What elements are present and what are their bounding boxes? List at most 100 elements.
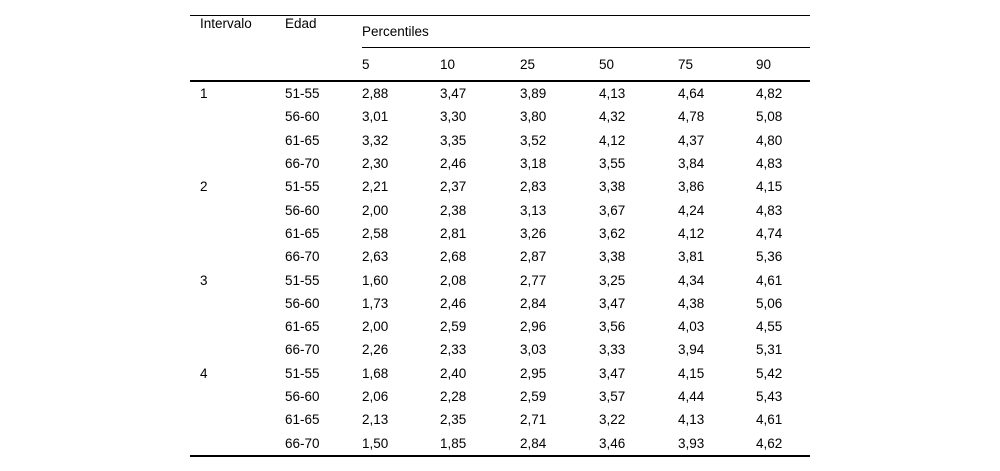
column-header-intervalo: Intervalo [190,15,285,82]
table-row: 66-70 1,50 1,85 2,84 3,46 3,93 4,62 [190,431,810,455]
p75-cell: 3,94 [678,342,705,358]
p90-cell: 4,61 [756,412,783,428]
p75-cell: 4,24 [678,202,705,218]
p25-cell: 2,59 [520,389,547,404]
p75-cell: 4,37 [678,132,705,148]
p10-cell: 2,46 [440,156,467,172]
percentiles-table-container: Intervalo Edad Percentiles 5 10 25 50 75… [190,15,811,457]
edad-cell: 51-55 [285,86,320,102]
p50-cell: 3,55 [599,156,626,172]
table-row: 56-60 2,06 2,28 2,59 3,57 4,44 5,43 [190,385,810,408]
edad-cell: 51-55 [285,179,320,195]
edad-cell: 66-70 [285,156,320,172]
p5-cell: 2,26 [362,342,389,358]
interval-cell: 1 [200,86,208,102]
edad-cell: 56-60 [285,295,320,311]
p75-cell: 4,38 [678,295,705,311]
p50-cell: 3,22 [599,412,626,428]
p90-cell: 4,83 [756,202,783,218]
table-row: 3 51-55 1,60 2,08 2,77 3,25 4,34 4,61 [190,268,810,291]
edad-cell: 61-65 [285,319,320,335]
table-body: 1 51-55 2,88 3,47 3,89 4,13 4,64 4,82 56-60 3,01 3… [190,81,810,456]
table-row: 56-60 3,01 3,30 3,80 4,32 4,78 5,08 [190,105,810,128]
interval-cell [190,292,285,315]
p25-cell: 3,03 [520,342,547,358]
table-row: 61-65 2,58 2,81 3,26 3,62 4,12 4,74 [190,222,810,245]
p5-cell: 1,50 [362,435,389,451]
p5-cell: 2,63 [362,249,389,265]
p5-cell: 2,88 [362,86,389,102]
p75-cell: 3,81 [678,249,705,265]
p50-cell: 3,38 [599,249,626,265]
column-header-p25: 25 [520,47,599,82]
p90-cell: 4,80 [756,132,783,148]
p25-cell: 2,71 [520,412,547,428]
p90-cell: 4,82 [756,86,783,102]
column-header-p75: 75 [678,47,756,82]
p10-cell: 2,59 [440,319,467,335]
interval-cell: 4 [200,365,208,381]
p90-cell: 4,55 [756,319,783,335]
p25-cell: 3,89 [520,86,547,102]
p25-cell: 2,95 [520,365,547,381]
p10-cell: 2,28 [440,389,467,404]
p50-cell: 4,32 [599,109,626,125]
interval-cell [190,431,285,455]
p90-cell: 4,83 [756,156,783,172]
p10-cell: 2,37 [440,179,467,195]
p10-cell: 2,68 [440,249,467,265]
p90-cell: 5,36 [756,249,783,265]
p25-cell: 2,83 [520,179,547,195]
edad-cell: 56-60 [285,109,320,125]
p5-cell: 2,21 [362,179,389,195]
p50-cell: 3,33 [599,342,626,358]
p10-cell: 2,46 [440,295,467,311]
p25-cell: 3,52 [520,132,547,148]
p25-cell: 2,87 [520,249,547,265]
p5-cell: 2,13 [362,412,389,428]
p75-cell: 4,78 [678,109,705,125]
column-header-edad: Edad [285,15,362,82]
p50-cell: 3,62 [599,225,626,241]
p90-cell: 4,61 [756,272,783,288]
interval-cell [190,222,285,245]
edad-cell: 66-70 [285,342,320,358]
p75-cell: 3,93 [678,435,705,451]
table-row: 61-65 3,32 3,35 3,52 4,12 4,37 4,80 [190,129,810,152]
p10-cell: 2,40 [440,365,467,381]
edad-cell: 66-70 [285,435,320,451]
percentiles-table: Intervalo Edad Percentiles 5 10 25 50 75… [190,15,811,457]
edad-cell: 61-65 [285,412,320,428]
column-group-header-percentiles: Percentiles [362,15,811,48]
table-row: 56-60 1,73 2,46 2,84 3,47 4,38 5,06 [190,292,810,315]
p25-cell: 3,26 [520,225,547,241]
p10-cell: 2,38 [440,202,467,218]
p25-cell: 2,96 [520,319,547,335]
p90-cell: 4,74 [756,225,783,241]
table-row: 56-60 2,00 2,38 3,13 3,67 4,24 4,83 [190,198,810,221]
p5-cell: 2,00 [362,319,389,335]
p50-cell: 3,56 [599,319,626,335]
p90-cell: 5,08 [756,109,783,125]
p5-cell: 3,32 [362,132,389,148]
p5-cell: 1,68 [362,365,389,381]
table-row: 1 51-55 2,88 3,47 3,89 4,13 4,64 4,82 [190,81,810,105]
column-header-p10: 10 [440,47,520,82]
p5-cell: 2,06 [362,389,389,404]
p10-cell: 2,33 [440,342,467,358]
p90-cell: 5,06 [756,295,783,311]
interval-cell [190,245,285,268]
p5-cell: 1,60 [362,272,389,288]
p5-cell: 1,73 [362,295,389,311]
edad-cell: 51-55 [285,365,320,381]
p90-cell: 5,42 [756,365,783,381]
table-row: 61-65 2,13 2,35 2,71 3,22 4,13 4,61 [190,408,810,431]
p50-cell: 3,25 [599,272,626,288]
interval-cell: 2 [200,179,208,195]
table-row: 61-65 2,00 2,59 2,96 3,56 4,03 4,55 [190,315,810,338]
p75-cell: 4,64 [678,86,705,102]
edad-cell: 66-70 [285,249,320,265]
interval-cell [190,338,285,361]
interval-cell [190,315,285,338]
edad-cell: 56-60 [285,202,320,218]
